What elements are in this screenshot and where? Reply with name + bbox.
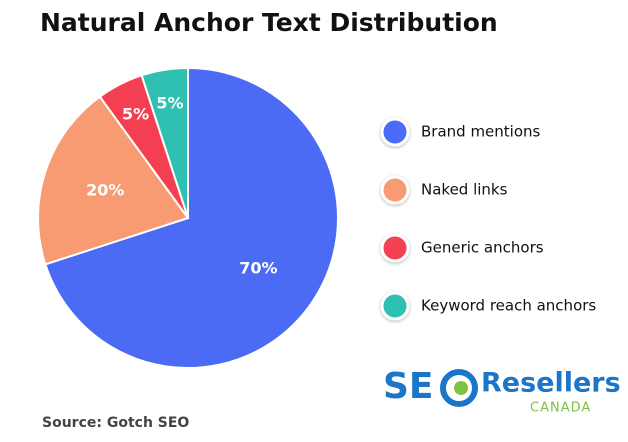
legend-marker (380, 291, 410, 321)
legend-marker (380, 117, 410, 147)
pie-slice (44, 66, 339, 369)
pie-slice (140, 66, 189, 219)
logo-mark: SE (383, 366, 434, 407)
value-label: 20% (86, 181, 124, 200)
logo-icon (440, 369, 478, 407)
legend-marker (380, 233, 410, 263)
value-label: 5% (122, 105, 149, 124)
chart-title: Natural Anchor Text Distribution (40, 8, 498, 37)
logo: SE Resellers CANADA (383, 366, 621, 416)
legend-marker (380, 175, 410, 205)
value-label: 5% (156, 93, 183, 112)
legend: Brand mentions Naked links Generic anchors… (380, 117, 596, 321)
pie: 70% 20% 5% 5% (37, 66, 339, 369)
pie-slice (37, 95, 190, 266)
legend-label: Keyword reach anchors (421, 297, 596, 315)
logo-region: CANADA (530, 401, 591, 416)
legend-label: Naked links (421, 181, 508, 199)
legend-label: Brand mentions (421, 123, 541, 141)
logo-name: Resellers (481, 368, 621, 399)
value-label: 70% (239, 259, 277, 278)
source: Source: Gotch SEO (42, 415, 189, 431)
legend-label: Generic anchors (421, 239, 544, 257)
logo-icon (454, 381, 468, 395)
